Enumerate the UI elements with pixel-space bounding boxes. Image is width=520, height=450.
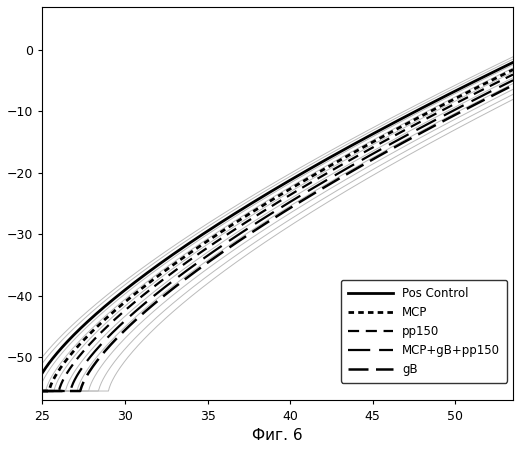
MCP+gB+pp150 bbox=[317, 181, 323, 187]
MCP bbox=[510, 67, 516, 72]
MCP+gB+pp150 bbox=[160, 286, 166, 291]
pp150 bbox=[160, 277, 166, 282]
MCP+gB+pp150 bbox=[510, 77, 516, 83]
pp150 bbox=[40, 388, 46, 394]
MCP+gB+pp150 bbox=[354, 160, 360, 166]
Pos Control bbox=[354, 140, 360, 145]
MCP bbox=[123, 299, 129, 304]
MCP+gB+pp150 bbox=[394, 138, 400, 143]
MCP bbox=[252, 207, 258, 213]
Line: pp150: pp150 bbox=[43, 75, 513, 391]
Pos Control bbox=[510, 60, 516, 65]
MCP bbox=[394, 126, 400, 132]
gB bbox=[123, 327, 129, 332]
Legend: Pos Control, MCP, pp150, MCP+gB+pp150, gB: Pos Control, MCP, pp150, MCP+gB+pp150, g… bbox=[341, 280, 507, 383]
pp150 bbox=[354, 153, 360, 159]
Line: MCP+gB+pp150: MCP+gB+pp150 bbox=[43, 80, 513, 391]
pp150 bbox=[252, 214, 258, 219]
Line: gB: gB bbox=[43, 85, 513, 391]
gB bbox=[354, 166, 360, 171]
pp150 bbox=[394, 132, 400, 137]
gB bbox=[510, 82, 516, 88]
Pos Control bbox=[252, 198, 258, 203]
MCP bbox=[354, 148, 360, 153]
Pos Control bbox=[160, 258, 166, 264]
MCP bbox=[160, 269, 166, 274]
MCP bbox=[317, 169, 323, 174]
pp150 bbox=[510, 72, 516, 77]
Pos Control bbox=[394, 118, 400, 124]
Line: MCP: MCP bbox=[43, 70, 513, 391]
Pos Control bbox=[123, 287, 129, 292]
MCP+gB+pp150 bbox=[40, 388, 46, 394]
gB bbox=[160, 293, 166, 299]
Pos Control bbox=[317, 161, 323, 166]
pp150 bbox=[317, 175, 323, 180]
gB bbox=[40, 388, 46, 394]
Line: Pos Control: Pos Control bbox=[43, 63, 513, 373]
gB bbox=[252, 227, 258, 233]
MCP+gB+pp150 bbox=[123, 317, 129, 323]
MCP bbox=[40, 388, 46, 394]
pp150 bbox=[123, 307, 129, 312]
X-axis label: Фиг. 6: Фиг. 6 bbox=[252, 428, 303, 443]
Pos Control bbox=[40, 370, 46, 375]
gB bbox=[317, 187, 323, 193]
MCP+gB+pp150 bbox=[252, 221, 258, 226]
gB bbox=[394, 144, 400, 149]
